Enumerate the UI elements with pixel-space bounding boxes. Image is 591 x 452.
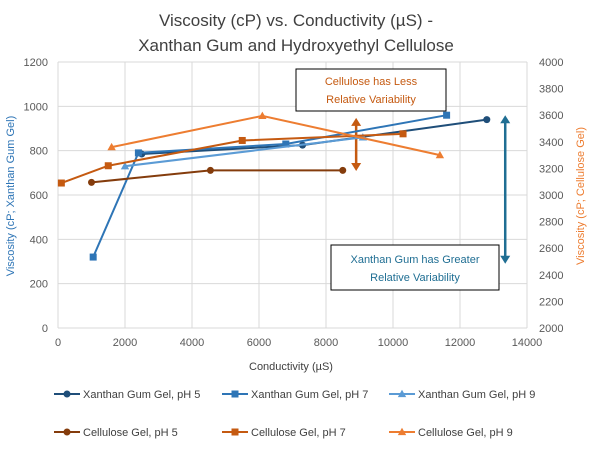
- legend-marker: [397, 427, 407, 436]
- legend-item: Xanthan Gum Gel, pH 9: [389, 389, 535, 401]
- data-point: [120, 161, 130, 170]
- data-point: [339, 166, 347, 174]
- legend-item: Cellulose Gel, pH 5: [54, 427, 178, 439]
- arrow-head-down: [500, 255, 511, 264]
- y-right-tick-label: 3200: [539, 163, 563, 175]
- y-right-tick-label: 3600: [539, 110, 563, 122]
- series-layer: [57, 111, 491, 261]
- x-tick-label: 0: [55, 337, 61, 349]
- annotation-xanthan-line1: Xanthan Gum has Greater: [350, 254, 479, 266]
- legend-label: Xanthan Gum Gel, pH 7: [251, 389, 368, 401]
- y-left-tick-label: 200: [30, 279, 48, 291]
- legend-marker: [397, 389, 407, 398]
- data-point: [443, 111, 451, 119]
- legend-item: Xanthan Gum Gel, pH 5: [54, 389, 200, 401]
- legend: Xanthan Gum Gel, pH 5 Xanthan Gum Gel, pH…: [54, 389, 535, 439]
- arrow-head-down: [351, 163, 362, 172]
- x-tick-label: 2000: [113, 337, 137, 349]
- y-left-tick-label: 0: [42, 323, 48, 335]
- arrow-xanthan: [500, 115, 511, 264]
- annotation-xanthan: Xanthan Gum has Greater Relative Variabi…: [330, 244, 500, 291]
- annotation-cellulose: Cellulose has Less Relative Variability: [295, 68, 447, 112]
- x-tick-label: 14000: [512, 337, 543, 349]
- data-point: [399, 130, 407, 138]
- legend-marker: [231, 390, 239, 398]
- y-right-tick-label: 2000: [539, 323, 563, 335]
- x-tick-label: 12000: [445, 337, 476, 349]
- series-cellulose-ph7: [57, 130, 407, 187]
- y-left-tick-label: 600: [30, 190, 48, 202]
- legend-label: Cellulose Gel, pH 9: [418, 427, 513, 439]
- x-tick-label: 10000: [378, 337, 409, 349]
- legend-marker: [63, 390, 71, 398]
- data-point: [282, 140, 290, 148]
- series-xanthan-ph7: [89, 111, 451, 261]
- legend-label: Xanthan Gum Gel, pH 5: [83, 389, 200, 401]
- y-right-tick-label: 2400: [539, 270, 563, 282]
- annotation-cellulose-line1: Cellulose has Less: [325, 76, 418, 88]
- series-line: [124, 136, 363, 168]
- y-right-tick-label: 3800: [539, 84, 563, 96]
- y-right-tick-label: 4000: [539, 57, 563, 69]
- data-point: [57, 179, 65, 187]
- x-tick-label: 6000: [247, 337, 271, 349]
- series-line: [92, 114, 447, 258]
- chart-title-line1: Viscosity (cP) vs. Conductivity (µS) -: [159, 11, 433, 30]
- arrow-head-up: [500, 115, 511, 124]
- data-point: [206, 166, 214, 174]
- data-point: [89, 253, 97, 261]
- annotation-xanthan-line2: Relative Variability: [370, 272, 460, 284]
- data-point: [258, 111, 267, 120]
- chart-title-line2: Xanthan Gum and Hydroxyethyl Cellulose: [138, 36, 454, 55]
- legend-item: Cellulose Gel, pH 9: [389, 427, 513, 439]
- series-cellulose-ph5: [88, 166, 347, 186]
- legend-marker: [63, 428, 71, 436]
- data-point: [435, 150, 445, 159]
- legend-label: Cellulose Gel, pH 5: [83, 427, 178, 439]
- legend-label: Cellulose Gel, pH 7: [251, 427, 346, 439]
- series-cellulose-ph9: [107, 111, 445, 159]
- data-point: [483, 116, 491, 124]
- y-right-tick-label: 3000: [539, 190, 563, 202]
- y-left-tick-label: 400: [30, 234, 48, 246]
- legend-marker: [231, 428, 239, 436]
- series-line: [61, 132, 404, 184]
- y-left-tick-label: 1200: [24, 57, 48, 69]
- data-point: [107, 142, 116, 151]
- x-tick-label: 8000: [314, 337, 338, 349]
- legend-label: Xanthan Gum Gel, pH 9: [418, 389, 535, 401]
- legend-item: Xanthan Gum Gel, pH 7: [222, 389, 368, 401]
- data-point: [88, 178, 95, 186]
- y-left-tick-label: 1000: [24, 101, 48, 113]
- data-point: [134, 149, 142, 157]
- y-right-tick-label: 2600: [539, 243, 563, 255]
- annotation-cellulose-line2: Relative Variability: [326, 94, 416, 106]
- y-axis-left-label: Viscosity (cP; Xanthan Gum Gel): [5, 116, 17, 277]
- arrow-head-up: [351, 117, 362, 126]
- y-left-tick-label: 800: [30, 146, 48, 158]
- data-point: [238, 136, 246, 144]
- y-right-tick-label: 3400: [539, 137, 563, 149]
- y-right-tick-label: 2800: [539, 217, 563, 229]
- tick-labels: 0 2000 4000 6000 8000 10000 12000 14000 0 200 400 6…: [24, 57, 564, 349]
- data-point: [104, 162, 112, 170]
- annotation-xanthan-box: [330, 244, 500, 291]
- y-axis-right-label: Viscosity (cP; Cellulose Gel): [575, 127, 587, 265]
- x-tick-label: 4000: [180, 337, 204, 349]
- x-axis-label: Conductivity (µS): [249, 361, 333, 373]
- y-right-tick-label: 2200: [539, 296, 563, 308]
- legend-item: Cellulose Gel, pH 7: [222, 427, 346, 439]
- annotation-cellulose-box: [295, 68, 447, 112]
